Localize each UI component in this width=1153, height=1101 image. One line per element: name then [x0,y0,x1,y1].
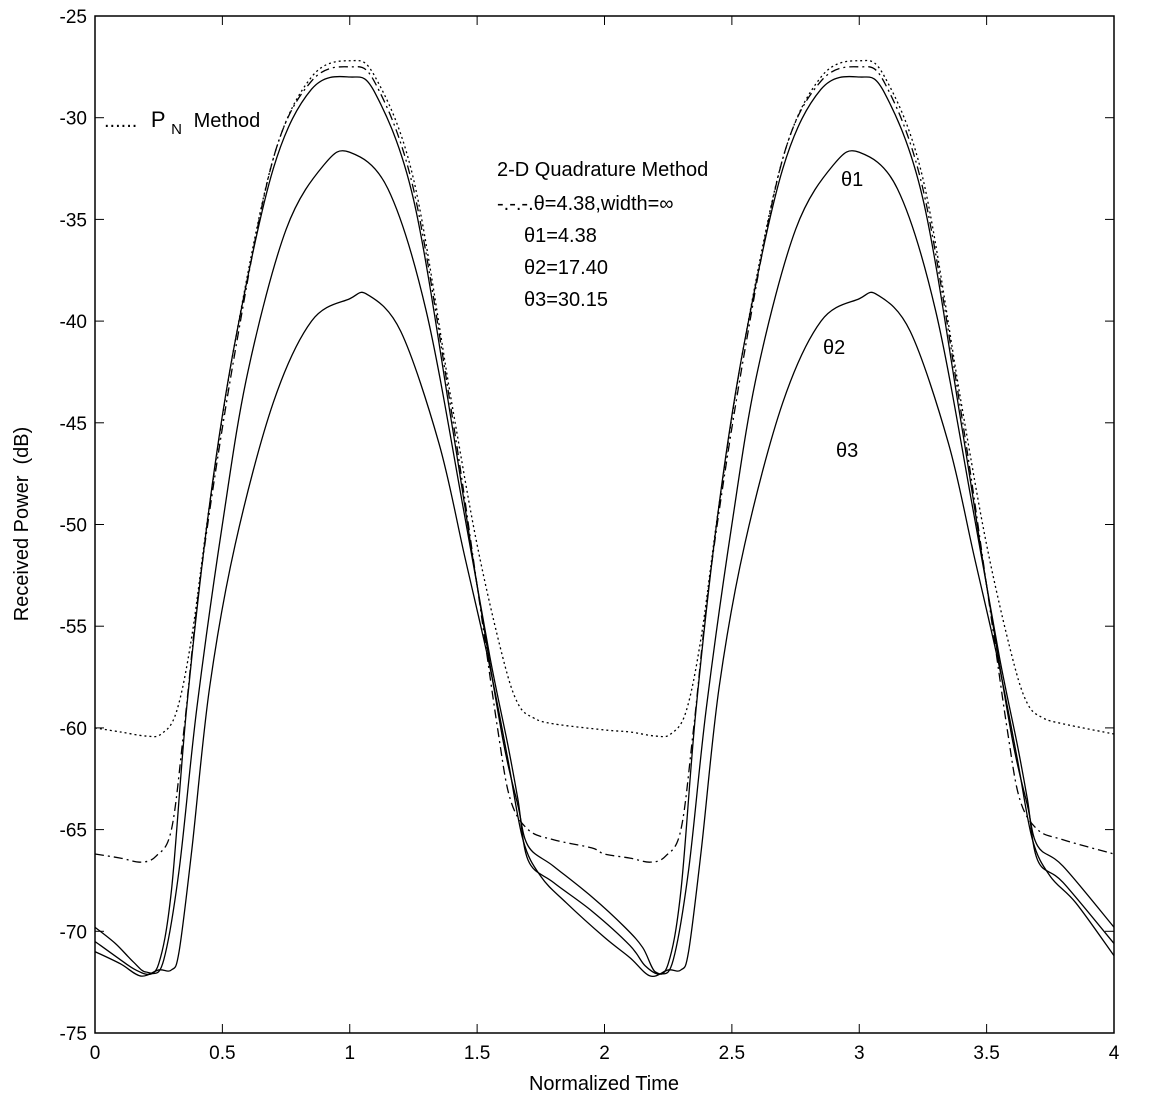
legend-quad-line-3: θ3=30.15 [524,289,608,311]
legend-quad-line-2: θ2=17.40 [524,257,608,279]
legend-pn-main: P [151,107,166,132]
x-tick-label: 2 [599,1043,610,1064]
x-tick-label: 1.5 [464,1043,490,1064]
legend-pn-method: ...... P N Method [104,107,260,139]
legend-pn-dots: ...... [104,110,137,132]
series-line-2 [94,75,1115,975]
x-tick-label: 0 [90,1043,101,1064]
legend-pn-sub: N [171,121,182,138]
legend-quad-line-0: -.-.-.θ=4.38,width=∞ [497,193,674,215]
legend-quad-line-1: θ1=4.38 [524,225,597,247]
y-tick-label: -70 [60,922,87,943]
x-tick-label: 4 [1109,1043,1120,1064]
curve-label-theta3: θ3 [836,440,858,462]
series-line-4 [94,291,1115,978]
curve-label-theta1: θ1 [841,169,863,191]
x-tick-label: 2.5 [719,1043,745,1064]
x-axis-title: Normalized Time [529,1073,679,1095]
y-tick-label: -30 [60,109,87,130]
y-tick-label: -60 [60,719,87,740]
axis-ticks: 0 0.5 1 1.5 2 2.5 3 3.5 4 -25 -30 -35 -40 -45 -50 -55 -6… [60,7,1120,1064]
y-tick-label: -45 [60,414,87,435]
y-tick-label: -55 [60,617,87,638]
x-tick-label: 1 [344,1043,355,1064]
series-line-3 [94,150,1115,976]
legend-quad-title: 2-D Quadrature Method [497,159,708,181]
y-tick-label: -35 [60,210,87,231]
x-tick-label: 0.5 [209,1043,235,1064]
series-layer [94,59,1115,978]
x-tick-label: 3 [854,1043,865,1064]
x-tick-label: 3.5 [973,1043,999,1064]
y-tick-label: -75 [60,1024,87,1045]
y-axis-title: Received Power (dB) [11,427,33,622]
y-tick-label: -50 [60,516,87,537]
y-tick-label: -65 [60,821,87,842]
curve-label-theta2: θ2 [823,337,845,359]
series-line-1 [94,66,1115,863]
legend-pn-suffix: Method [194,110,261,132]
y-tick-label: -40 [60,312,87,333]
y-tick-label: -25 [60,7,87,28]
